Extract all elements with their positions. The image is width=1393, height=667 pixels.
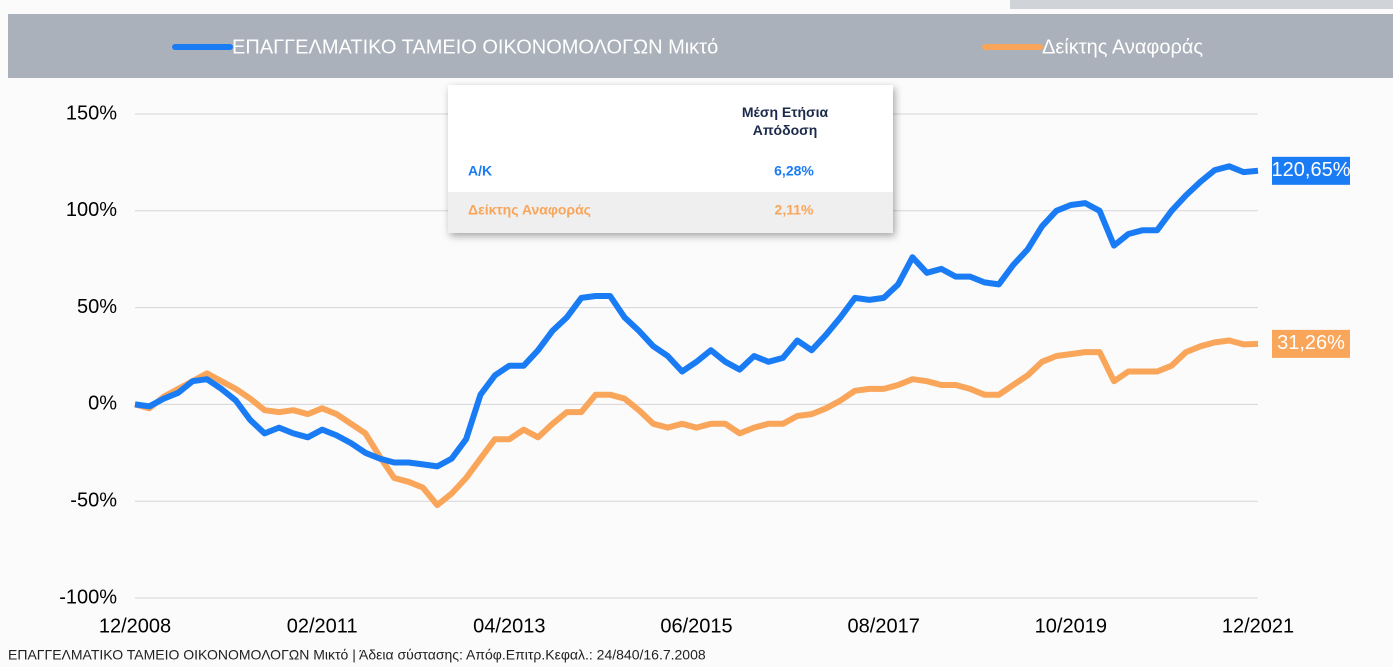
y-tick-label: 0% [88, 393, 117, 415]
table-row-bg [448, 192, 893, 233]
x-tick-label: 04/2013 [473, 615, 545, 637]
legend-label: ΕΠΑΓΓΕΛΜΑΤΙΚΟ ΤΑΜΕΙΟ ΟΙΚΟΝΟΜΟΛΟΓΩΝ Μικτό [232, 36, 718, 58]
end-label: 31,26% [1277, 332, 1345, 354]
x-tick-label: 12/2021 [1222, 615, 1294, 637]
table-cell: Α/Κ [468, 163, 492, 179]
top-strip [1010, 0, 1393, 9]
legend-band [8, 14, 1393, 78]
x-tick-label: 12/2008 [99, 615, 171, 637]
line-series [134, 163, 1259, 470]
table-title-line: Απόδοση [753, 122, 818, 138]
end-label-box [1272, 156, 1350, 185]
x-tick-label: 06/2015 [660, 615, 732, 637]
legend-label: Δείκτης Αναφοράς [1042, 36, 1203, 58]
y-tick-label: 100% [66, 199, 117, 221]
y-tick-label: 150% [66, 102, 117, 124]
table-cell: 2,11% [775, 202, 814, 218]
table-cell: Δείκτης Αναφοράς [468, 202, 591, 218]
y-tick-label: 50% [77, 296, 117, 318]
table-title: Μέση Ετήσια Απόδοση [742, 104, 829, 138]
y-tick-label: -50% [70, 489, 117, 511]
table-title-line: Μέση Ετήσια [742, 104, 829, 120]
x-tick-label: 10/2019 [1035, 615, 1107, 637]
x-tick-label: 02/2011 [287, 615, 358, 637]
table-cell: 6,28% [774, 163, 814, 179]
end-label-box [1272, 329, 1350, 358]
end-label: 120,65% [1272, 159, 1351, 181]
y-tick-label: -100% [59, 586, 117, 608]
x-tick-label: 08/2017 [848, 615, 920, 637]
line-series [134, 337, 1259, 509]
footer: ΕΠΑΓΓΕΛΜΑΤΙΚΟ ΤΑΜΕΙΟ ΟΙΚΟΝΟΜΟΛΟΓΩΝ Μικτό… [8, 647, 706, 663]
